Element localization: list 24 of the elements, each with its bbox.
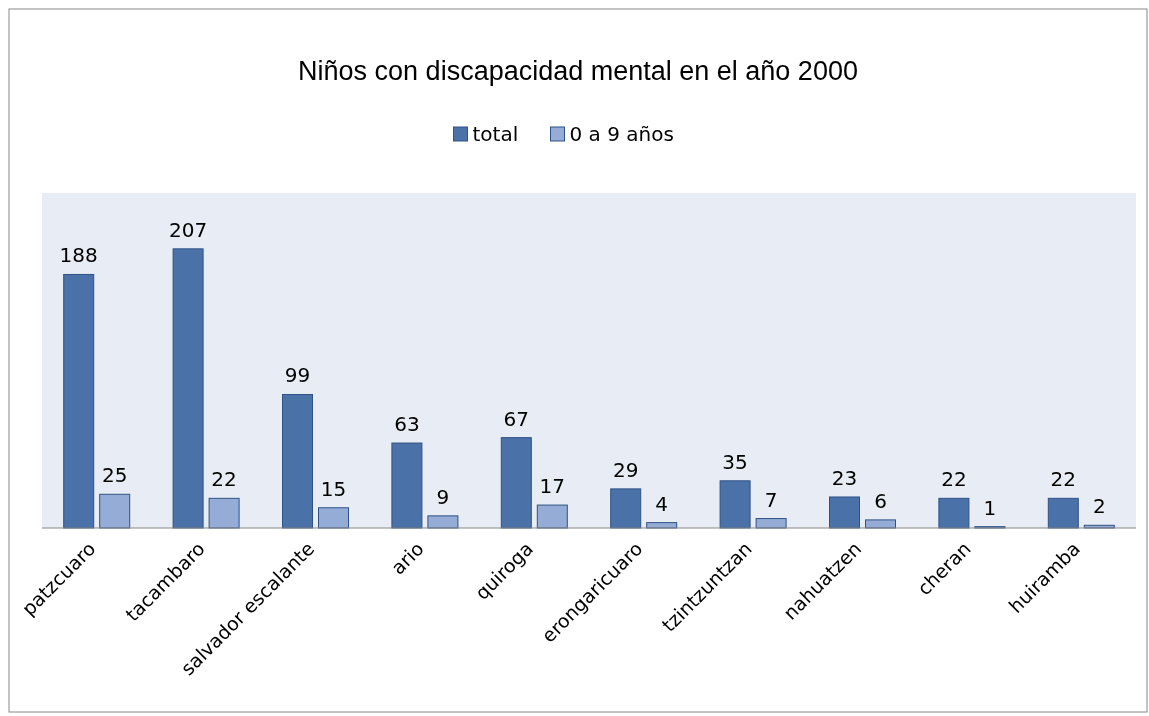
data-label: 6 (874, 488, 887, 513)
data-label: 4 (655, 491, 669, 516)
data-label: 29 (612, 457, 639, 482)
data-label: 63 (394, 412, 420, 437)
legend-label: 0 a 9 años (569, 122, 674, 146)
data-label: 1 (983, 495, 997, 520)
chart-title: Niños con discapacidad mental en el año 2000 (298, 56, 858, 86)
x-tick-label: ario (386, 537, 428, 579)
data-label: 22 (1050, 467, 1077, 492)
data-label: 22 (941, 467, 967, 492)
data-label: 25 (101, 463, 128, 488)
data-label: 9 (436, 484, 450, 509)
legend-label: total (472, 122, 519, 146)
data-label: 15 (320, 476, 347, 501)
data-label: 17 (539, 474, 566, 499)
data-label: 67 (503, 406, 530, 431)
data-label: 99 (284, 363, 311, 388)
data-label: 35 (722, 449, 748, 474)
data-label: 2 (1092, 494, 1106, 519)
data-label: 7 (764, 487, 778, 512)
data-label: 188 (59, 243, 98, 268)
data-label: 207 (169, 217, 208, 242)
data-label: 22 (211, 467, 237, 492)
data-label: 23 (831, 465, 858, 490)
